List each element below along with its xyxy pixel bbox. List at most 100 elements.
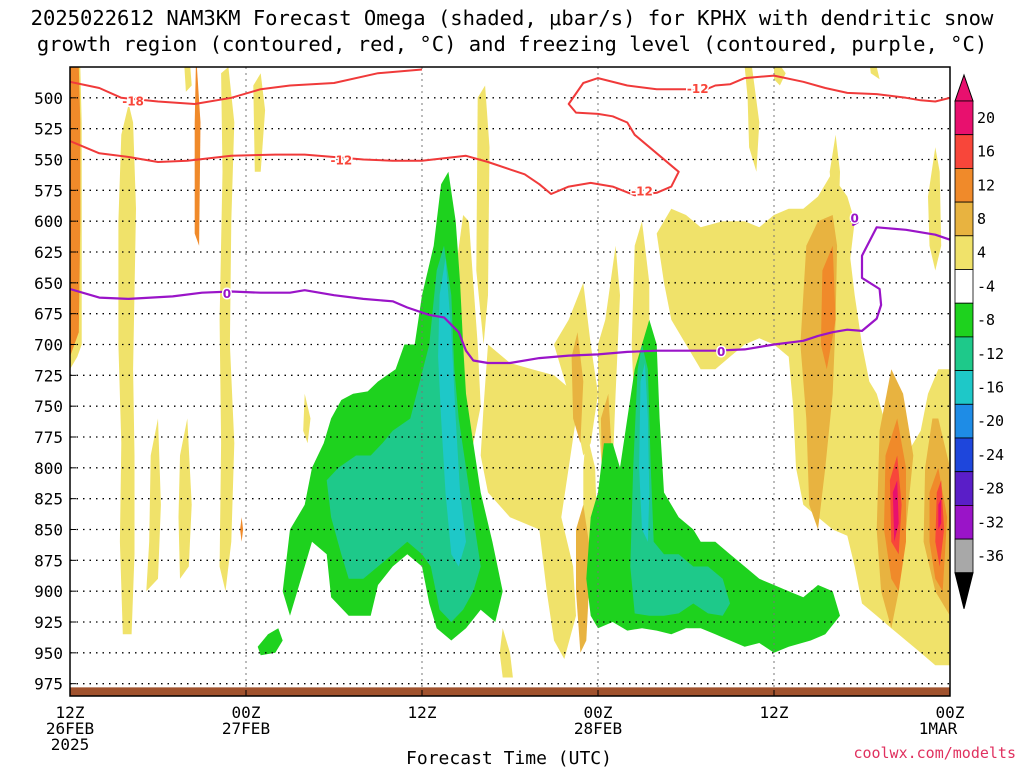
colorbar-bottom-arrow: [954, 572, 974, 609]
colorbar-swatch-8: [954, 370, 974, 405]
y-tick-label-650: 650: [34, 274, 63, 293]
ground-band: [70, 687, 950, 696]
x-tick-label-48-1: 12Z: [760, 703, 789, 722]
omega-region-14: [480, 344, 576, 659]
omega-region-25: [928, 147, 942, 271]
x-tick-label-0-1: 12Z: [56, 703, 85, 722]
omega-shading: [70, 67, 950, 678]
contour-label-4: 0: [223, 287, 231, 301]
plot-frame: [69, 66, 951, 697]
chart-title-line-1: 2025022612 NAM3KM Forecast Omega (shaded…: [31, 6, 994, 30]
omega-region-3: [146, 418, 161, 592]
y-tick-label-875: 875: [34, 551, 63, 570]
chart-title-line-2: growth region (contoured, red, °C) and f…: [37, 32, 987, 56]
colorbar-label-7: -12: [977, 345, 1004, 363]
y-tick-label-600: 600: [34, 212, 63, 231]
omega-region-44: [438, 258, 466, 567]
omega-region-2: [118, 104, 136, 635]
omega-region-40: [257, 628, 283, 656]
red-contour-1: [70, 74, 950, 197]
contour-label-3: -12: [631, 185, 653, 199]
omega-region-43: [630, 344, 730, 616]
x-tick-label-36-1: 00Z: [584, 703, 613, 722]
omega-region-6: [253, 73, 266, 172]
colorbar-swatch-5: [954, 269, 974, 304]
omega-region-45: [639, 363, 650, 542]
y-tick-label-625: 625: [34, 243, 63, 262]
contour-lines: [70, 68, 950, 365]
y-tick-label-750: 750: [34, 397, 63, 416]
omega-region-8: [194, 67, 201, 246]
colorbar-label-10: -24: [977, 446, 1004, 464]
omega-region-20: [656, 171, 950, 666]
y-tick-label-850: 850: [34, 521, 63, 540]
x-tick-label-0-3: 2025: [51, 735, 90, 754]
contour-label-5: 0: [717, 345, 725, 359]
colorbar-swatch-2: [954, 167, 974, 203]
colorbar-label-0: 20: [977, 109, 995, 127]
colorbar-swatch-13: [954, 538, 974, 574]
colorbar-label-6: -8: [977, 311, 995, 329]
contour-label-1: -12: [330, 154, 352, 168]
colorbar-swatch-10: [954, 437, 974, 473]
y-tick-label-900: 900: [34, 582, 63, 601]
y-tick-label-800: 800: [34, 459, 63, 478]
colorbar-swatch-9: [954, 403, 974, 439]
y-tick-label-575: 575: [34, 181, 63, 200]
x-tick-label-60-2: 1MAR: [919, 719, 958, 738]
omega-region-7: [184, 67, 192, 92]
omega-region-9: [240, 517, 244, 542]
omega-region-29: [571, 332, 584, 444]
y-tick-label-975: 975: [34, 675, 63, 694]
y-tick-label-525: 525: [34, 120, 63, 139]
x-tick-label-36-2: 28FEB: [574, 719, 622, 738]
y-tick-label-950: 950: [34, 644, 63, 663]
x-tick-label-60-1: 00Z: [936, 703, 965, 722]
omega-region-23: [829, 134, 840, 222]
omega-region-32: [820, 245, 836, 370]
contour-label-2: -12: [687, 82, 709, 96]
y-axis-ticks: 500 525 550 575 600 625 650 675 700 725 750 775 800 8…: [34, 89, 76, 694]
omega-region-21: [744, 67, 760, 172]
colorbar: 20 16 12 8 4 -4 -8 -12 -16 -20 -24 -28 -32 -36: [954, 73, 1004, 609]
contour-labels: -18 -12 -12 -12 0 0 0: [121, 81, 861, 361]
y-tick-label-725: 725: [34, 366, 63, 385]
colorbar-label-8: -16: [977, 378, 1004, 396]
colorbar-swatch-4: [954, 235, 974, 270]
omega-region-37: [892, 480, 899, 542]
colorbar-swatch-0: [954, 100, 974, 136]
colorbar-label-13: -36: [977, 547, 1004, 565]
y-tick-label-500: 500: [34, 89, 63, 108]
omega-region-4: [219, 67, 235, 592]
colorbar-swatch-1: [954, 134, 974, 169]
y-tick-label-925: 925: [34, 613, 63, 632]
y-tick-label-775: 775: [34, 428, 63, 447]
colorbar-label-2: 12: [977, 176, 995, 194]
omega-region-24: [870, 67, 880, 80]
ground-layer: [70, 687, 950, 696]
colorbar-swatch-12: [954, 504, 974, 540]
purple-contour-1: [852, 218, 859, 226]
y-tick-label-700: 700: [34, 336, 63, 355]
credit-text: coolwx.com/modelts: [853, 744, 1016, 762]
colorbar-label-9: -20: [977, 412, 1004, 430]
red-contour-0: [70, 68, 423, 105]
omega-region-5: [178, 418, 192, 579]
y-tick-label-675: 675: [34, 305, 63, 324]
contour-label-6: 0: [850, 212, 858, 226]
omega-region-38: [938, 498, 942, 530]
y-tick-label-825: 825: [34, 490, 63, 509]
colorbar-swatch-6: [954, 302, 974, 338]
colorbar-swatch-11: [954, 471, 974, 506]
x-tick-label-24-1: 12Z: [408, 703, 437, 722]
omega-region-1: [70, 67, 81, 357]
colorbar-swatch-3: [954, 201, 974, 237]
colorbar-label-1: 16: [977, 143, 995, 161]
colorbar-label-4: 4: [977, 244, 986, 262]
purple-contour-0: [70, 226, 950, 365]
x-tick-label-12-1: 00Z: [232, 703, 261, 722]
contour-label-0: -18: [122, 95, 144, 109]
omega-region-30: [576, 504, 591, 653]
